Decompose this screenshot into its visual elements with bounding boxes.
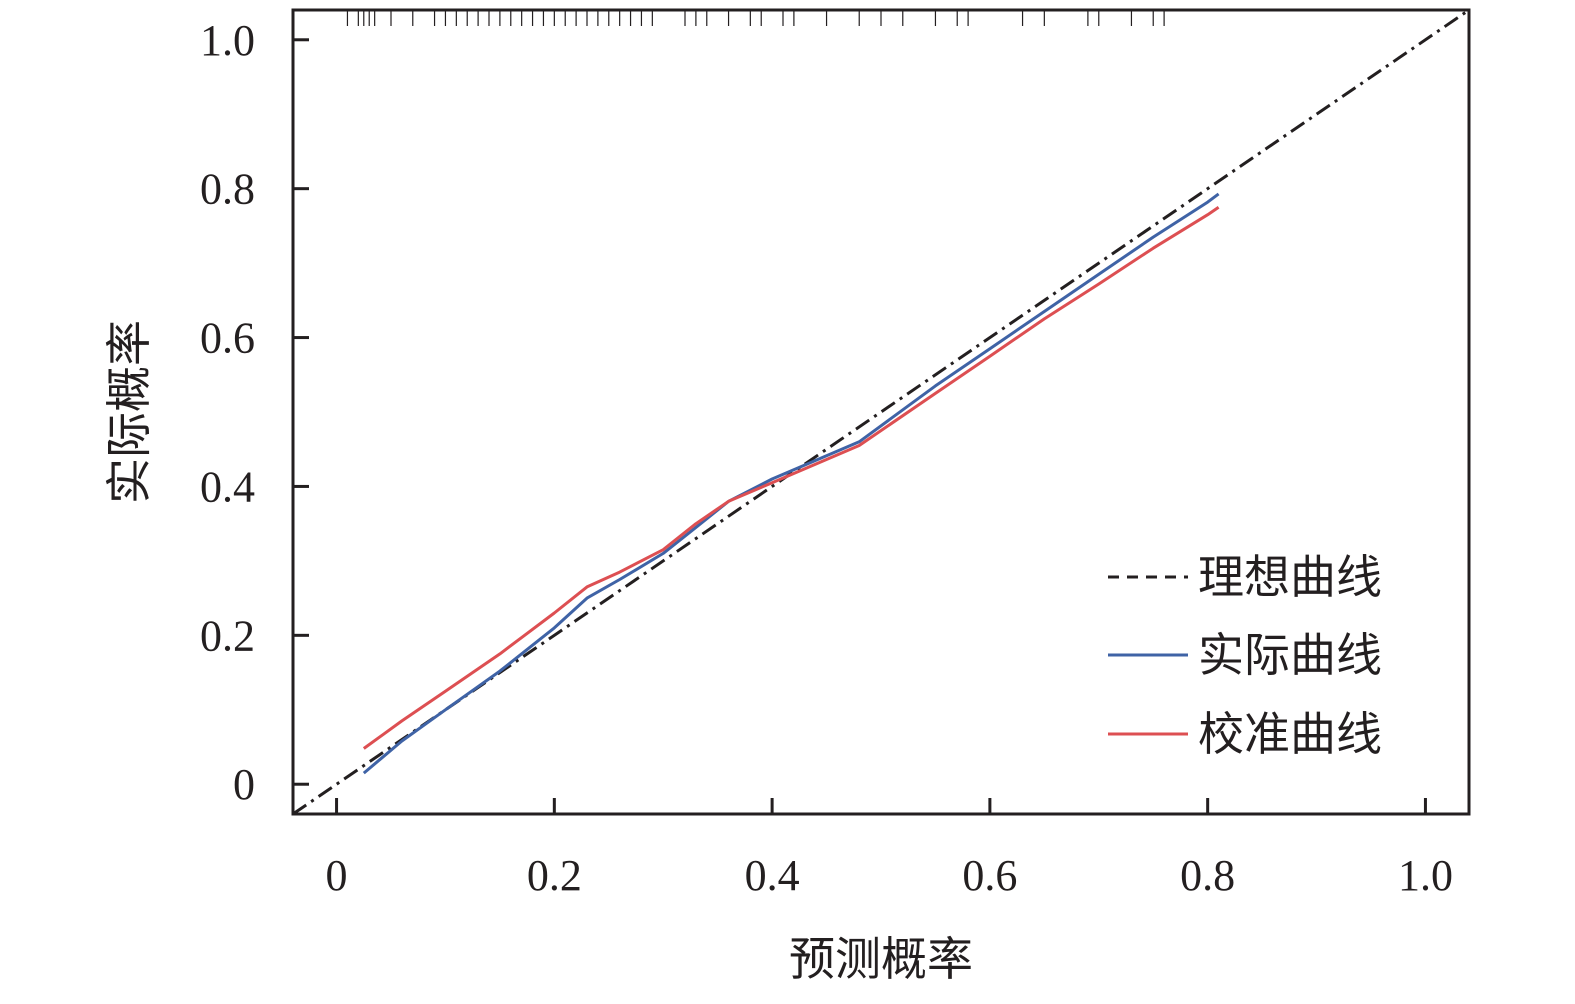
legend-label-ideal: 理想曲线 — [1198, 550, 1382, 604]
y-tick-label: 0.2 — [200, 611, 255, 660]
y-axis-ticks: 0 0.2 0.4 0.6 0.8 1.0 — [200, 16, 309, 809]
x-tick-label: 0.8 — [1180, 851, 1235, 900]
legend: 理想曲线 实际曲线 校准曲线 — [1108, 550, 1382, 761]
y-tick-label: 0 — [233, 760, 255, 809]
x-axis-title: 预测概率 — [789, 932, 973, 986]
series-lines — [293, 10, 1469, 814]
x-axis-ticks: 0 0.2 0.4 0.6 0.8 1.0 — [326, 798, 1453, 900]
y-tick-label: 0.6 — [200, 314, 255, 363]
x-tick-label: 0.2 — [527, 851, 582, 900]
y-tick-label: 0.8 — [200, 165, 255, 214]
y-axis-title: 实际概率 — [102, 320, 156, 504]
x-tick-label: 0 — [326, 851, 348, 900]
legend-label-actual: 实际曲线 — [1198, 628, 1382, 682]
ideal-line — [293, 10, 1469, 814]
x-tick-label: 1.0 — [1398, 851, 1453, 900]
legend-label-calibration: 校准曲线 — [1198, 707, 1382, 761]
y-tick-label: 1.0 — [200, 16, 255, 65]
calibration-curve — [362, 206, 1220, 750]
y-tick-label: 0.4 — [200, 462, 255, 511]
x-tick-label: 0.6 — [962, 851, 1017, 900]
actual-curve — [362, 192, 1220, 775]
x-tick-label: 0.4 — [745, 851, 800, 900]
rug-marks — [346, 10, 1165, 26]
